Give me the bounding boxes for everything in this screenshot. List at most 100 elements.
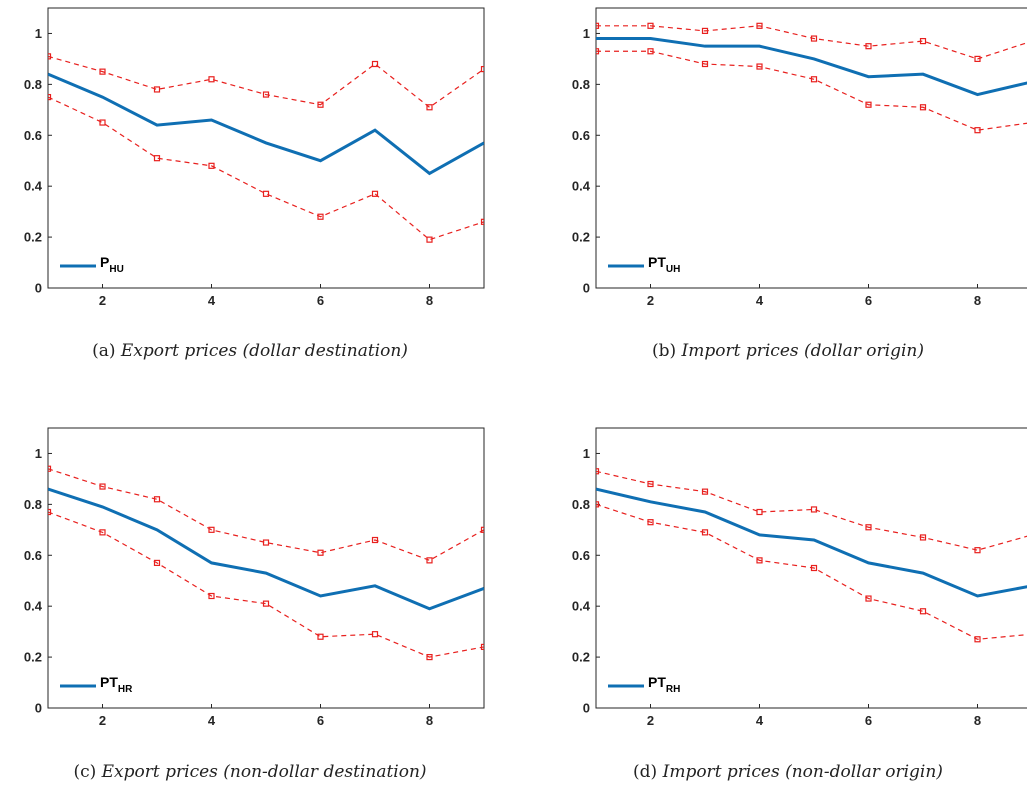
series-line-d-lower [596, 503, 1027, 640]
chart-panel-c: 0 0.2 0.4 0.6 0.8 1 2 4 6 8 PTHR (c) Export prices… [0, 420, 485, 790]
band-marker-b-upper-5 [865, 43, 872, 50]
band-marker-b-upper-1 [647, 22, 654, 29]
band-marker-b-lower-2 [701, 60, 709, 68]
band-marker-a-lower-6 [371, 190, 379, 197]
band-marker-c-upper-2 [153, 496, 161, 503]
band-marker-a-upper-5 [317, 101, 324, 108]
plot-area-a [48, 53, 484, 243]
band-marker-c-lower-1 [99, 529, 106, 536]
caption-label-b: (b) [651, 341, 677, 361]
series-line-a-estimate [48, 72, 484, 176]
band-marker-a-upper-4 [262, 91, 270, 98]
y-tick-label-d-0: 0 [583, 701, 590, 716]
band-marker-d-upper-1 [647, 480, 654, 488]
axes-box-b [595, 7, 1027, 289]
y-tick-label-b-1: 0.2 [572, 230, 590, 245]
band-marker-d-lower-4 [810, 564, 818, 572]
x-tick-label-d-0: 2 [647, 713, 654, 728]
x-tick-label-a-3: 8 [426, 293, 433, 308]
band-marker-c-lower-3 [208, 592, 215, 600]
band-marker-a-upper-7 [426, 104, 433, 111]
band-marker-b-upper-7 [974, 55, 981, 63]
band-marker-d-lower-6 [919, 608, 927, 615]
series-line-d-estimate [596, 487, 1027, 598]
band-marker-b-lower-3 [756, 63, 763, 70]
plot-area-d [596, 468, 1027, 643]
series-line-d-upper [596, 470, 1027, 551]
y-tick-label-b-4: 0.8 [572, 77, 590, 92]
plot-area-b [596, 22, 1027, 134]
band-marker-d-lower-1 [647, 519, 654, 526]
band-marker-b-upper-0 [596, 22, 600, 29]
y-tick-label-d-1: 0.2 [572, 650, 590, 665]
band-marker-c-upper-8 [480, 526, 484, 533]
legend-label-d: PTRH [648, 674, 680, 695]
band-marker-c-upper-4 [262, 539, 270, 546]
y-tick-label-a-0: 0 [35, 281, 42, 296]
caption-title-a: Export prices (dollar destination) [120, 341, 408, 361]
x-tick-label-c-1: 4 [208, 713, 216, 728]
band-marker-a-lower-5 [317, 213, 324, 220]
x-tick-label-d-2: 6 [865, 713, 872, 728]
band-marker-d-upper-4 [810, 506, 818, 513]
x-tick-label-a-0: 2 [99, 293, 106, 308]
caption-label-d: (d) [633, 762, 658, 782]
band-marker-c-lower-6 [371, 631, 379, 638]
band-marker-c-upper-5 [317, 549, 324, 556]
caption-title-d: Import prices (non-dollar origin) [662, 762, 943, 782]
series-line-b-upper [596, 25, 1027, 60]
band-marker-c-lower-8 [480, 643, 484, 651]
series-line-a-upper [48, 55, 484, 109]
band-marker-b-lower-0 [596, 48, 600, 55]
x-tick-label-c-0: 2 [99, 713, 106, 728]
band-marker-d-upper-6 [919, 534, 927, 541]
band-marker-b-upper-3 [756, 22, 763, 29]
axes-box-c [47, 427, 485, 709]
band-marker-d-upper-7 [974, 547, 981, 554]
caption-title-c: Export prices (non-dollar destination) [101, 762, 427, 782]
band-marker-c-upper-6 [371, 536, 379, 544]
y-tick-label-a-5: 1 [35, 26, 42, 41]
series-line-c-estimate [48, 487, 484, 611]
x-tick-label-d-3: 8 [974, 713, 981, 728]
band-marker-b-lower-4 [810, 76, 818, 83]
band-marker-b-upper-2 [701, 27, 709, 35]
band-marker-d-upper-2 [701, 488, 709, 495]
band-marker-d-upper-5 [865, 524, 872, 531]
series-line-c-lower [48, 511, 484, 658]
band-marker-d-lower-3 [756, 557, 763, 564]
chart-c: 0 0.2 0.4 0.6 0.8 1 2 4 6 8 PTHR [24, 427, 485, 728]
caption-d: (d) Import prices (non-dollar origin) [558, 762, 1018, 782]
y-tick-label-d-5: 1 [583, 446, 590, 461]
band-marker-d-upper-3 [756, 508, 763, 516]
band-marker-a-lower-0 [48, 93, 52, 101]
y-tick-label-b-2: 0.4 [572, 179, 591, 194]
band-marker-b-lower-6 [919, 104, 927, 111]
band-marker-c-upper-1 [99, 483, 106, 490]
band-marker-a-upper-3 [208, 76, 215, 83]
legend-label-b: PTUH [648, 254, 680, 275]
band-marker-a-lower-8 [480, 218, 484, 225]
y-tick-label-c-1: 0.2 [24, 650, 42, 665]
y-tick-label-b-3: 0.6 [572, 128, 590, 143]
y-tick-label-c-4: 0.8 [24, 497, 42, 512]
band-marker-d-lower-7 [974, 636, 981, 643]
y-tick-label-d-3: 0.6 [572, 548, 590, 563]
band-marker-b-lower-7 [974, 127, 981, 134]
y-tick-label-a-2: 0.4 [24, 179, 43, 194]
x-tick-label-d-1: 4 [756, 713, 764, 728]
legend-label-c: PTHR [100, 674, 133, 695]
x-tick-label-c-2: 6 [317, 713, 324, 728]
plot-area-c [48, 465, 484, 661]
band-marker-d-lower-5 [865, 595, 872, 602]
x-tick-label-b-3: 8 [974, 293, 981, 308]
y-tick-label-c-0: 0 [35, 701, 42, 716]
band-marker-a-upper-6 [371, 60, 379, 68]
band-marker-a-lower-4 [262, 190, 270, 197]
chart-panel-b: 0 0.2 0.4 0.6 0.8 1 2 4 6 8 PTUH (b) Import prices… [548, 0, 1027, 380]
caption-label-c: (c) [73, 762, 97, 782]
x-tick-label-c-3: 8 [426, 713, 433, 728]
chart-panel-a: 0 0.2 0.4 0.6 0.8 1 2 4 6 8 PHU (a) Export prices … [0, 0, 485, 380]
band-marker-b-upper-4 [810, 35, 818, 42]
band-marker-c-lower-4 [262, 600, 270, 607]
